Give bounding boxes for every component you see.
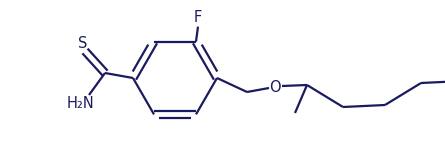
Text: H₂N: H₂N <box>67 96 95 111</box>
Text: F: F <box>194 10 202 25</box>
Text: O: O <box>269 80 281 94</box>
Text: S: S <box>78 36 88 51</box>
